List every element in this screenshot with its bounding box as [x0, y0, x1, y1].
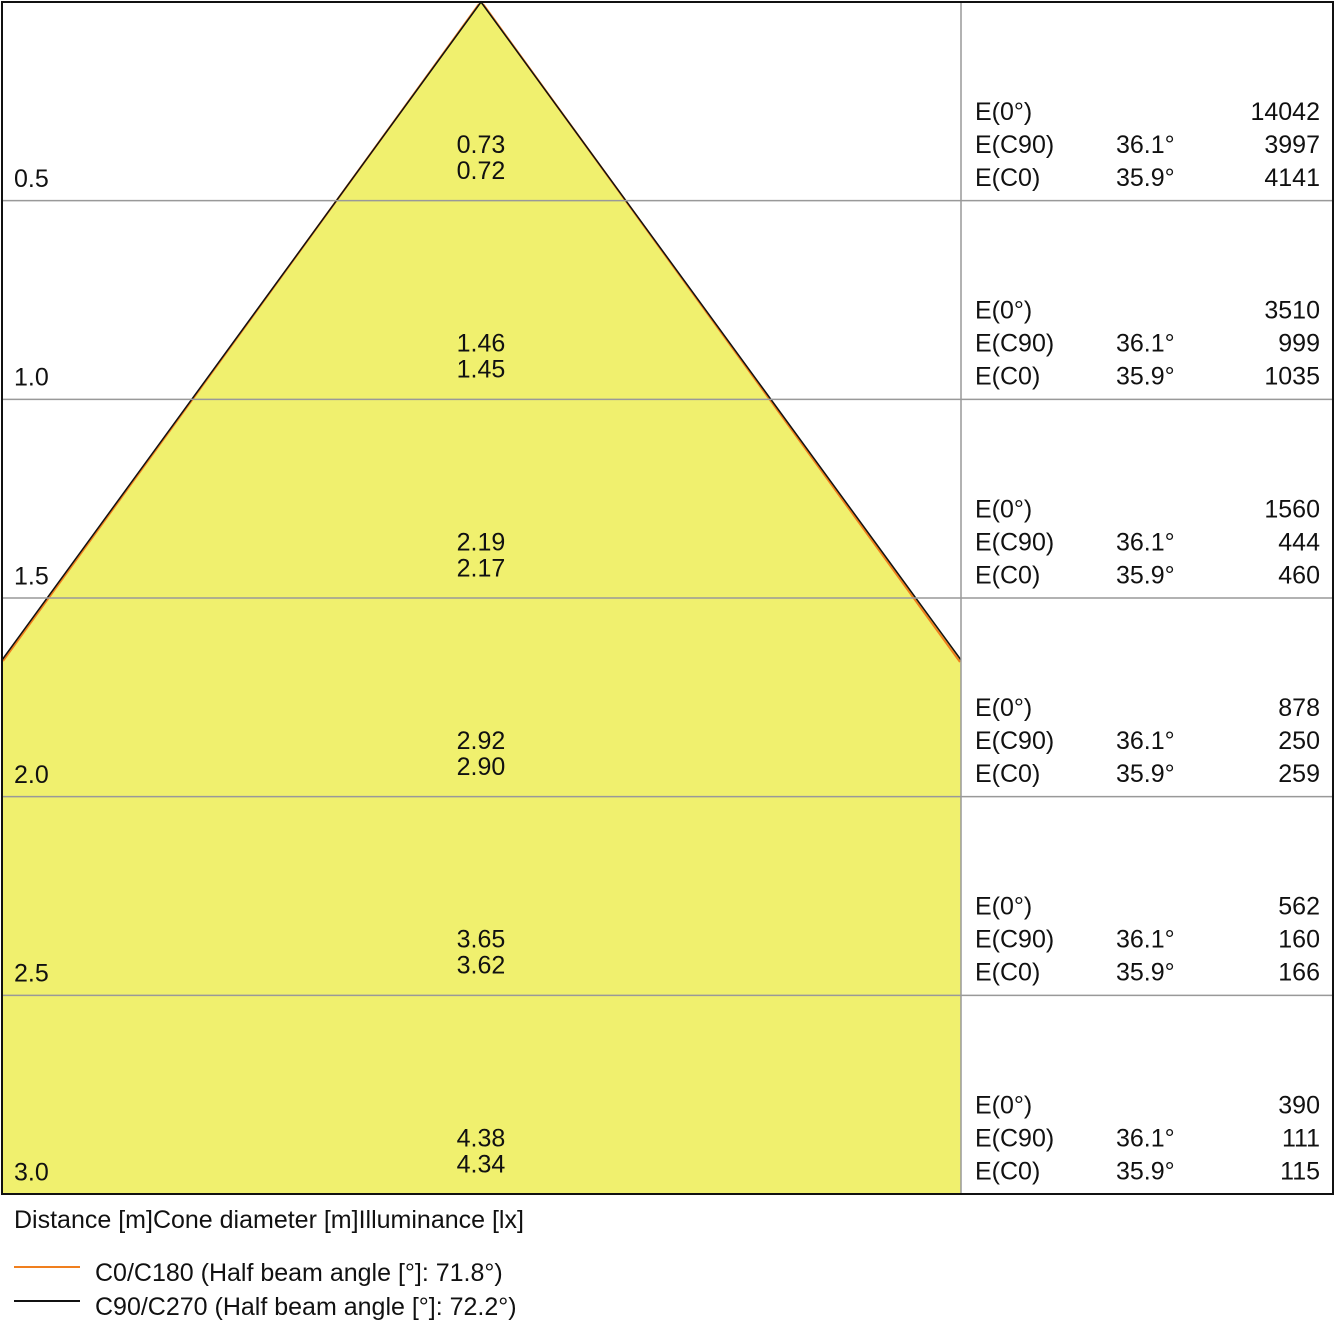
cone-diameter: 1.45	[457, 356, 506, 384]
illuminance-value: 444	[1278, 528, 1320, 556]
legend-label: C0/C180 (Half beam angle [°]: 71.8°)	[95, 1259, 503, 1287]
illuminance-label: E(C90)	[975, 1124, 1054, 1152]
illuminance-value: 14042	[1250, 98, 1320, 126]
illuminance-label: E(C0)	[975, 760, 1040, 788]
illuminance-label: E(C90)	[975, 528, 1054, 556]
cone-diameter: 0.72	[457, 157, 506, 185]
footer-distance: Distance [m]	[14, 1206, 153, 1234]
illuminance-label: E(C90)	[975, 727, 1054, 755]
illuminance-angle: 36.1°	[1116, 926, 1175, 954]
illuminance-angle: 35.9°	[1116, 164, 1175, 192]
illuminance-value: 4141	[1264, 164, 1320, 192]
legend-label: C90/C270 (Half beam angle [°]: 72.2°)	[95, 1293, 517, 1321]
illuminance-value: 259	[1278, 760, 1320, 788]
frame	[1, 1, 1334, 1195]
distance: 0.5	[14, 165, 49, 193]
illuminance-label: E(C0)	[975, 363, 1040, 391]
illuminance-value: 115	[1280, 1157, 1320, 1185]
illuminance-value: 160	[1278, 926, 1320, 954]
illuminance-label: E(C0)	[975, 561, 1040, 589]
illuminance-value: 878	[1278, 694, 1320, 722]
cone-diameter: 2.19	[457, 528, 506, 556]
illuminance-value: 1560	[1264, 495, 1320, 523]
illuminance-angle: 36.1°	[1116, 330, 1175, 358]
illuminance-value: 166	[1278, 959, 1320, 987]
illuminance-label: E(C90)	[975, 330, 1054, 358]
illuminance-angle: 36.1°	[1116, 727, 1175, 755]
illuminance-value: 562	[1278, 893, 1320, 921]
cone-diameter: 3.65	[457, 926, 506, 954]
distance: 2.5	[14, 960, 49, 988]
cone-diameter: 1.46	[457, 330, 506, 358]
illuminance-value: 111	[1282, 1124, 1320, 1152]
cone-diameter: 3.62	[457, 952, 506, 980]
illuminance-label: E(0°)	[975, 1091, 1032, 1119]
illuminance-label: E(C0)	[975, 164, 1040, 192]
footer-diameter: Cone diameter [m]	[153, 1206, 359, 1234]
illuminance-angle: 35.9°	[1116, 1157, 1175, 1185]
illuminance-label: E(C0)	[975, 1157, 1040, 1185]
illuminance-value: 3997	[1264, 131, 1320, 159]
illuminance-value: 460	[1278, 561, 1320, 589]
distance: 1.0	[14, 364, 49, 392]
illuminance-label: E(0°)	[975, 98, 1032, 126]
illuminance-value: 3510	[1264, 297, 1320, 325]
cone-diameter: 4.34	[457, 1150, 506, 1178]
illuminance-value: 1035	[1264, 363, 1320, 391]
grid	[2, 199, 1333, 997]
distance: 3.0	[14, 1158, 49, 1186]
illuminance-angle: 36.1°	[1116, 1124, 1175, 1152]
illuminance-label: E(0°)	[975, 893, 1032, 921]
cone-diameter: 0.73	[457, 131, 506, 159]
illuminance-label: E(0°)	[975, 694, 1032, 722]
illuminance-label: E(0°)	[975, 297, 1032, 325]
footer-illuminance: Illuminance [lx]	[359, 1206, 524, 1234]
illuminance-angle: 35.9°	[1116, 363, 1175, 391]
illuminance-angle: 36.1°	[1116, 131, 1175, 159]
illuminance-angle: 35.9°	[1116, 561, 1175, 589]
illuminance-angle: 36.1°	[1116, 528, 1175, 556]
illuminance-value: 390	[1278, 1091, 1320, 1119]
illuminance-label: E(C90)	[975, 926, 1054, 954]
illuminance-value: 999	[1278, 330, 1320, 358]
illuminance-label: E(C0)	[975, 959, 1040, 987]
distance: 1.5	[14, 562, 49, 590]
distance: 2.0	[14, 761, 49, 789]
illuminance-label: E(0°)	[975, 495, 1032, 523]
footer: Distance [m]Cone diameter [m]Illuminance…	[14, 1206, 524, 1234]
cone-diameter: 2.90	[457, 753, 506, 781]
illuminance-value: 250	[1278, 727, 1320, 755]
illuminance-angle: 35.9°	[1116, 760, 1175, 788]
cone-diameter: 2.17	[457, 554, 506, 582]
illuminance-angle: 35.9°	[1116, 959, 1175, 987]
cone-diameter: 4.38	[457, 1124, 506, 1152]
cone-diameter: 2.92	[457, 727, 506, 755]
illuminance-label: E(C90)	[975, 131, 1054, 159]
